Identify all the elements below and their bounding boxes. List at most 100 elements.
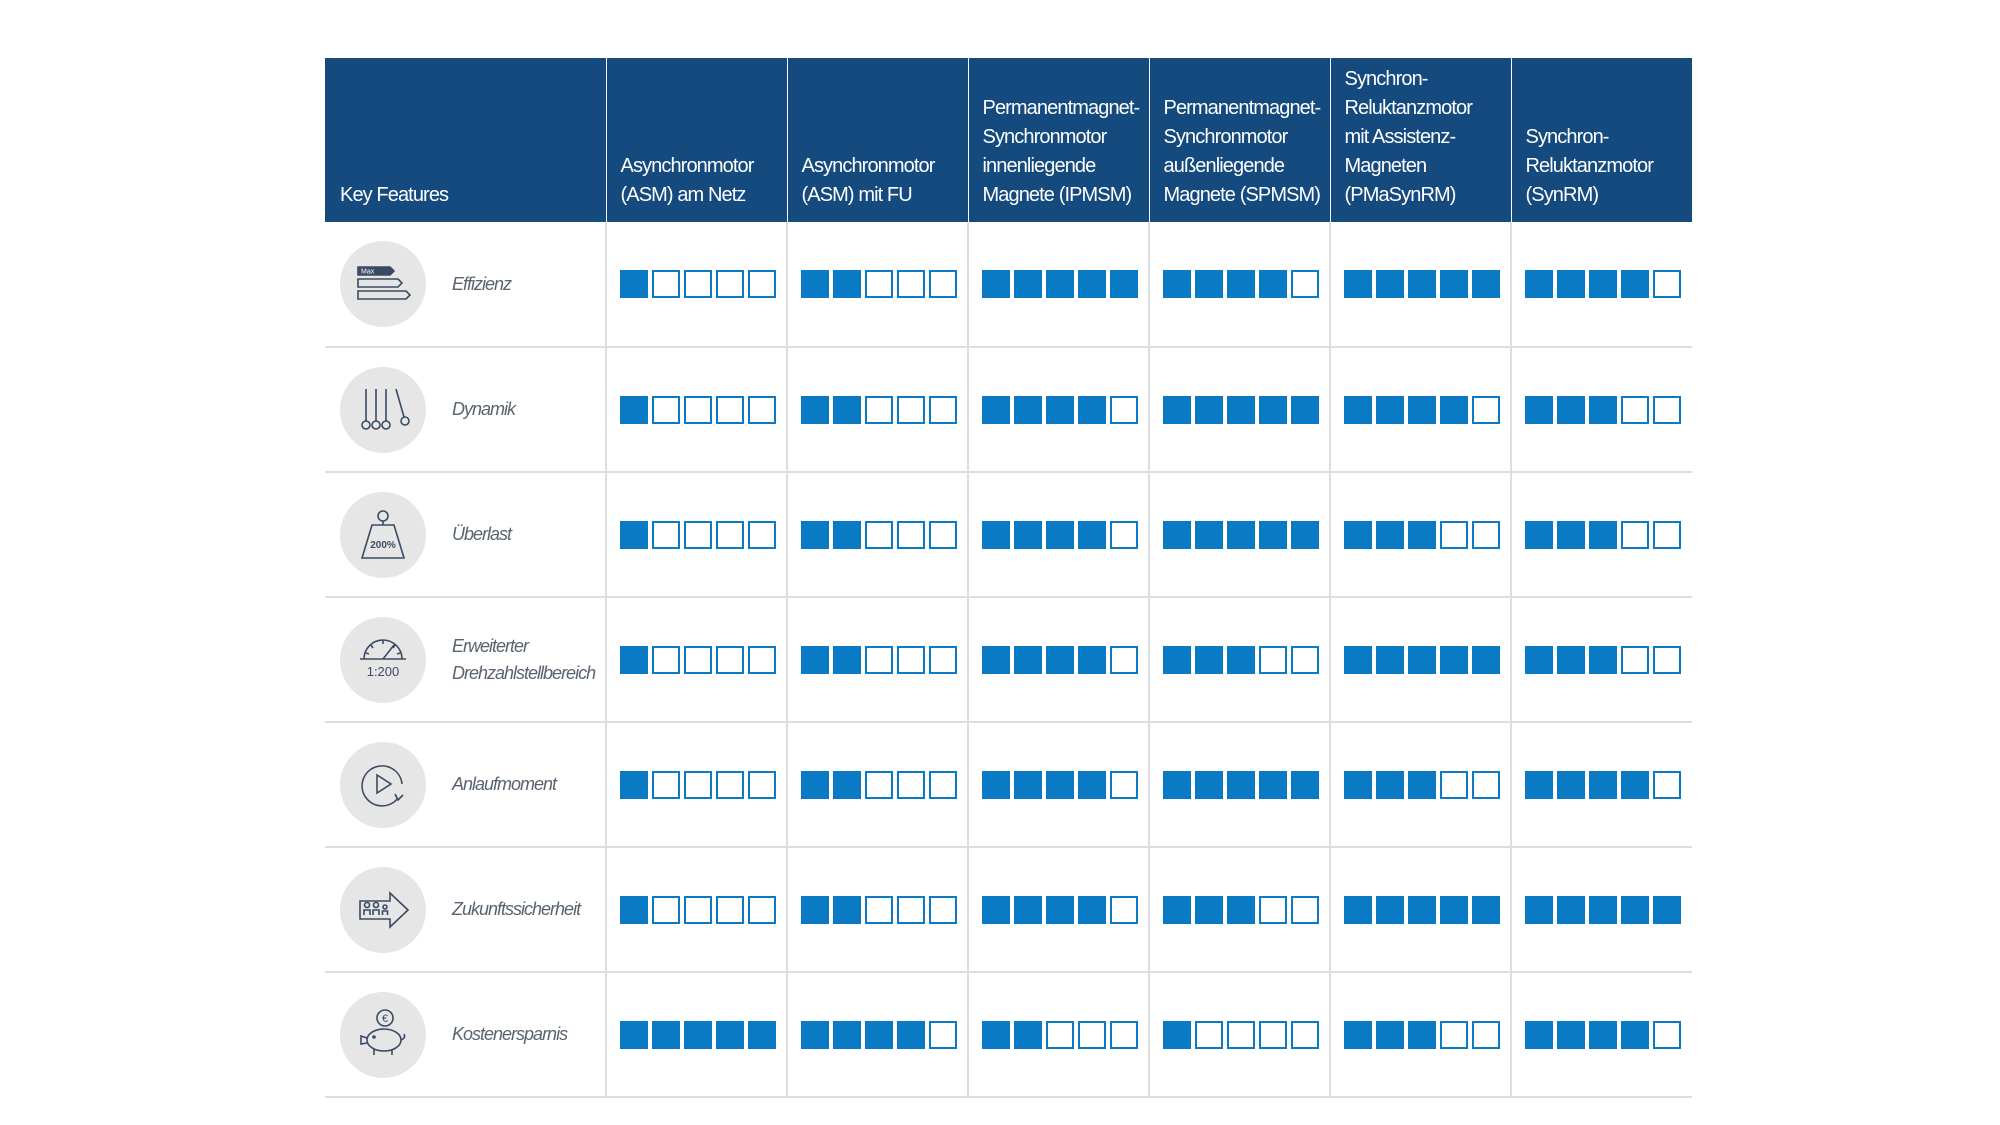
rating-square-filled <box>1408 520 1436 549</box>
rating-square-filled <box>1344 520 1372 549</box>
rating-square-empty <box>748 770 776 799</box>
feature-label: Kostenersparnis <box>452 1024 568 1044</box>
rating-square-filled <box>1408 270 1436 298</box>
table-row: Max Effizienz <box>325 222 1692 348</box>
newtons-cradle-icon <box>340 366 426 453</box>
rating-square-filled <box>620 270 648 298</box>
rating-square-filled <box>1078 770 1106 799</box>
rating-bar <box>969 645 1148 674</box>
rating-square-empty <box>1046 1020 1074 1049</box>
rating-bar <box>1512 895 1692 924</box>
rating-square-filled <box>801 895 829 924</box>
feature-cell: Dynamik <box>325 347 606 473</box>
rating-cell-spmsm <box>1148 972 1330 1098</box>
table-row: 1:200 Erweiterter Drehzahlstellbereich <box>325 597 1692 723</box>
rating-square-empty <box>684 645 712 674</box>
rating-square-empty <box>1621 520 1649 549</box>
rating-square-filled <box>1259 770 1287 799</box>
rating-square-filled <box>1525 520 1553 549</box>
feature-cell: Anlaufmoment <box>325 722 606 848</box>
rating-square-empty <box>1440 770 1468 799</box>
rating-bar <box>788 1020 967 1049</box>
feature-label: Erweiterter Drehzahlstellbereich <box>452 635 596 683</box>
table-body: Max Effizienz Dynamik 200% Überlast 1:200 Erwe… <box>325 222 1692 1098</box>
rating-square-filled <box>1046 395 1074 424</box>
rating-bar <box>607 895 786 924</box>
rating-square-filled <box>1227 770 1255 799</box>
rating-bar <box>1331 1020 1510 1049</box>
rating-cell-asm-netz <box>605 597 787 723</box>
rating-square-filled <box>1525 645 1553 674</box>
rating-square-filled <box>1227 645 1255 674</box>
rating-square-empty <box>748 520 776 549</box>
rating-square-filled <box>1344 1020 1372 1049</box>
rating-square-empty <box>865 270 893 298</box>
rating-square-filled <box>620 395 648 424</box>
rating-square-filled <box>1163 770 1191 799</box>
rating-cell-spmsm <box>1148 597 1330 723</box>
rating-cell-spmsm <box>1148 472 1330 598</box>
future-arrow-icon <box>340 866 426 953</box>
rating-cell-ipmsm <box>967 472 1149 598</box>
rating-square-filled <box>1163 395 1191 424</box>
rating-square-filled <box>801 520 829 549</box>
rating-square-filled <box>1163 895 1191 924</box>
rating-square-empty <box>748 895 776 924</box>
rating-square-empty <box>865 645 893 674</box>
rating-square-filled <box>1376 270 1404 298</box>
rating-square-filled <box>1014 895 1042 924</box>
rating-square-empty <box>1653 1020 1681 1049</box>
rating-square-empty <box>865 520 893 549</box>
rating-square-filled <box>748 1020 776 1049</box>
rating-square-empty <box>1621 395 1649 424</box>
rating-square-empty <box>897 270 925 298</box>
rating-square-filled <box>1525 895 1553 924</box>
rating-square-filled <box>1408 645 1436 674</box>
rating-square-empty <box>1078 1020 1106 1049</box>
rating-square-filled <box>1408 770 1436 799</box>
rating-bar <box>969 1020 1148 1049</box>
rating-cell-asm-fu <box>786 847 968 973</box>
rating-square-filled <box>1376 520 1404 549</box>
rating-bar <box>788 770 967 799</box>
rating-bar <box>1512 1020 1692 1049</box>
rating-square-filled <box>982 770 1010 799</box>
rating-square-empty <box>716 770 744 799</box>
rating-square-filled <box>620 1020 648 1049</box>
rating-square-filled <box>1046 270 1074 298</box>
rating-square-empty <box>865 895 893 924</box>
rating-square-filled <box>982 395 1010 424</box>
rating-bar <box>1512 645 1692 674</box>
header-key-features: Key Features <box>325 58 606 222</box>
rating-cell-ipmsm <box>967 847 1149 973</box>
rating-square-empty <box>652 520 680 549</box>
rating-square-filled <box>1557 895 1585 924</box>
rating-square-filled <box>801 270 829 298</box>
rating-square-empty <box>1440 1020 1468 1049</box>
rating-cell-ipmsm <box>967 972 1149 1098</box>
rating-bar <box>1331 895 1510 924</box>
rating-bar <box>1331 645 1510 674</box>
rating-cell-asm-netz <box>605 472 787 598</box>
feature-cell: Zukunftssicherheit <box>325 847 606 973</box>
rating-cell-ipmsm <box>967 597 1149 723</box>
rating-square-empty <box>897 395 925 424</box>
rating-square-filled <box>1291 395 1319 424</box>
rating-square-filled <box>1078 270 1106 298</box>
feature-label: Dynamik <box>452 399 516 419</box>
rating-square-filled <box>1227 520 1255 549</box>
efficiency-label-icon: Max <box>340 241 426 327</box>
rating-square-filled <box>716 1020 744 1049</box>
rating-square-empty <box>1291 1020 1319 1049</box>
rating-cell-asm-netz <box>605 722 787 848</box>
rating-square-filled <box>1014 520 1042 549</box>
rating-square-empty <box>929 270 957 298</box>
rating-square-filled <box>1557 520 1585 549</box>
rating-square-filled <box>833 645 861 674</box>
rating-square-filled <box>1259 270 1287 298</box>
rating-cell-asm-fu <box>786 222 968 348</box>
rating-cell-asm-fu <box>786 472 968 598</box>
efficiency-icon-text: Max <box>361 269 375 276</box>
piggy-bank-icon-text: € <box>382 1013 388 1025</box>
rating-square-empty <box>1472 395 1500 424</box>
